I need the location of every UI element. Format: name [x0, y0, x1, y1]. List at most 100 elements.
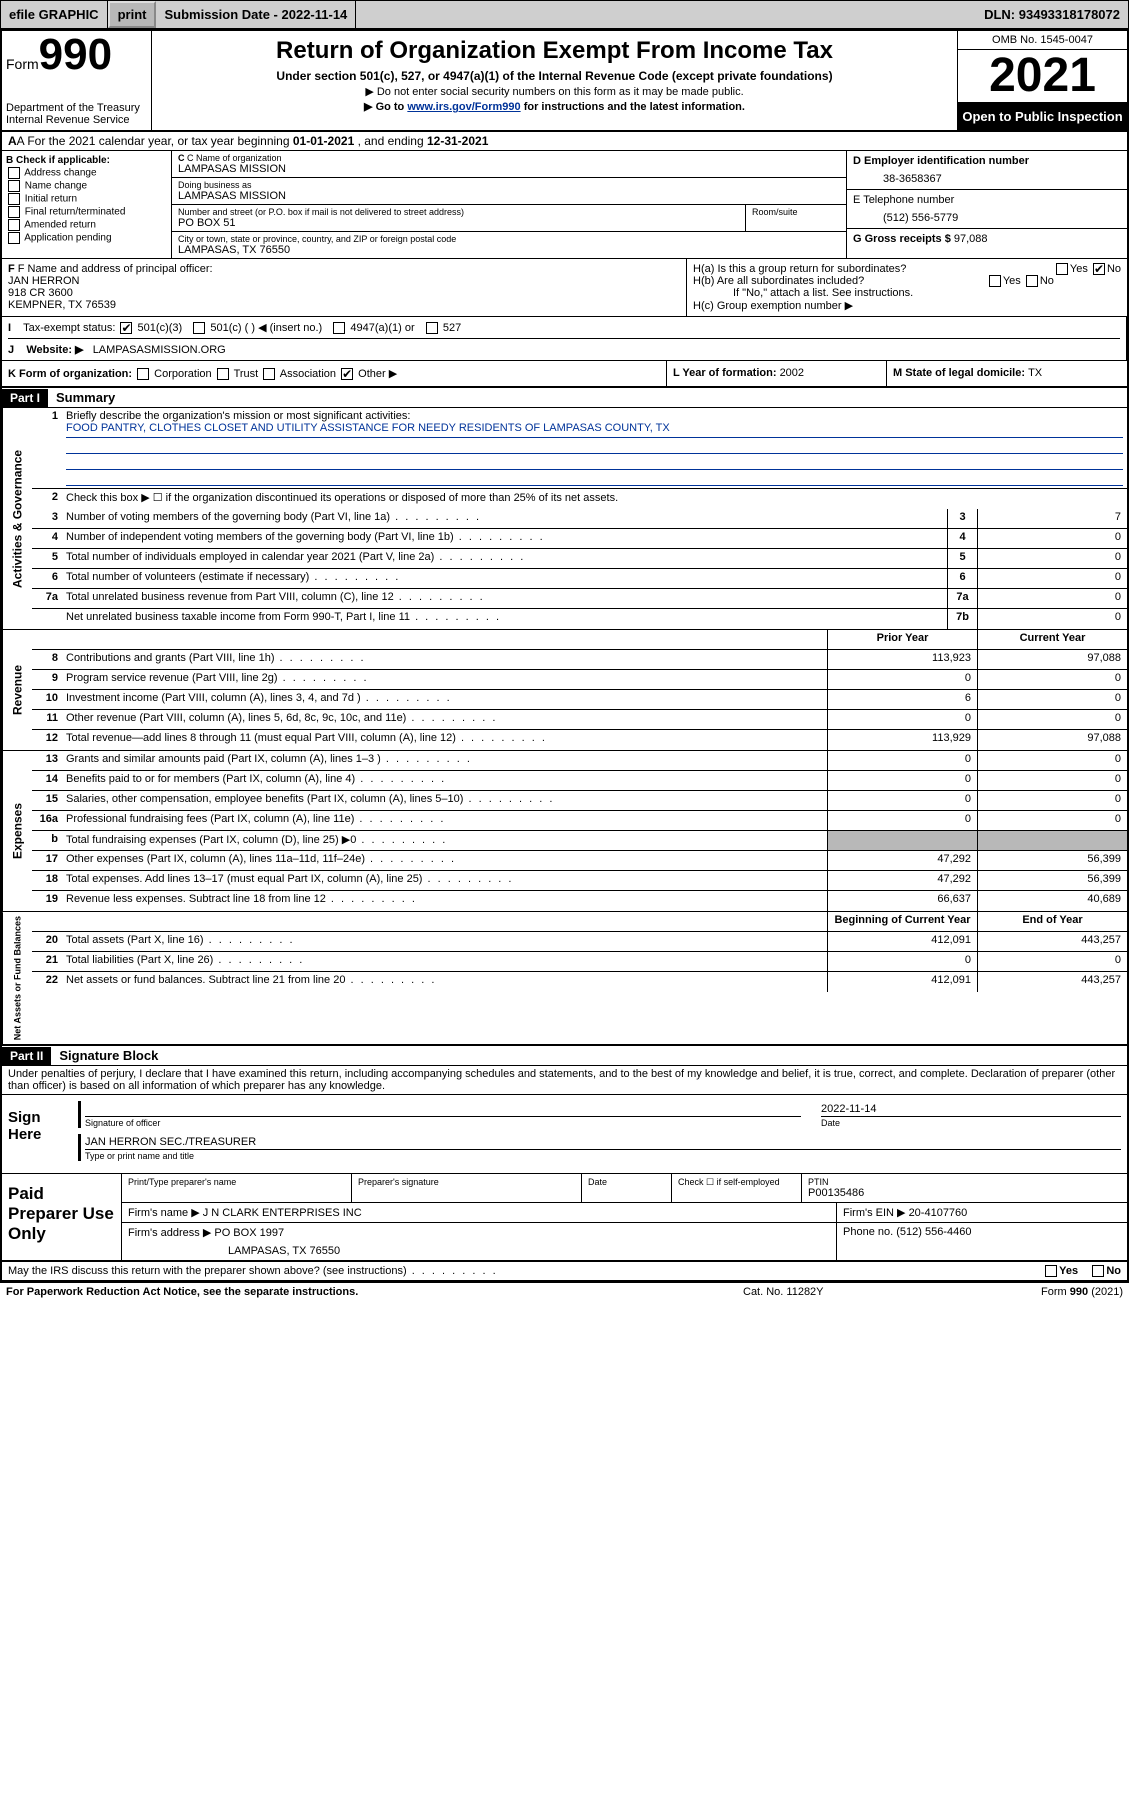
top-toolbar: efile GRAPHIC print Submission Date - 20…	[0, 0, 1129, 29]
side-governance: Activities & Governance	[2, 408, 32, 629]
cb-name-change[interactable]: Name change	[6, 180, 167, 192]
cb-other[interactable]	[341, 368, 353, 380]
form-subtitle: Under section 501(c), 527, or 4947(a)(1)…	[160, 69, 949, 83]
ein-label: D Employer identification number	[853, 155, 1121, 167]
mission-blank	[66, 438, 1123, 454]
h-a: H(a) Is this a group return for subordin…	[693, 263, 1121, 275]
ein-value: 38-3658367	[853, 167, 1121, 185]
street-label: Number and street (or P.O. box if mail i…	[178, 207, 739, 217]
paid-preparer: Paid Preparer Use Only Print/Type prepar…	[2, 1174, 1127, 1262]
cb-amended[interactable]: Amended return	[6, 219, 167, 231]
line-i: I Tax-exempt status: 501(c)(3) 501(c) ( …	[8, 321, 1120, 339]
col-c-org-info: C C Name of organization LAMPASAS MISSIO…	[172, 151, 847, 258]
officer-label: F F Name and address of principal office…	[8, 263, 680, 275]
page-footer: For Paperwork Reduction Act Notice, see …	[0, 1283, 1129, 1301]
h-c: H(c) Group exemption number ▶	[693, 299, 1121, 312]
summary-row: 7aTotal unrelated business revenue from …	[32, 589, 1127, 609]
summary-row: 6Total number of volunteers (estimate if…	[32, 569, 1127, 589]
cb-assoc[interactable]	[263, 368, 275, 380]
side-revenue: Revenue	[2, 630, 32, 750]
ptin-value: P00135486	[808, 1187, 1121, 1199]
cb-address-change[interactable]: Address change	[6, 167, 167, 179]
line-k: K Form of organization: Corporation Trus…	[2, 361, 667, 386]
col-begin: Beginning of Current Year	[827, 912, 977, 931]
omb-number: OMB No. 1545-0047	[958, 31, 1127, 50]
q2: Check this box ▶ ☐ if the organization d…	[62, 489, 1127, 509]
cb-4947[interactable]	[333, 322, 345, 334]
open-public-badge: Open to Public Inspection	[958, 103, 1127, 130]
form-rev: Form 990 (2021)	[943, 1286, 1123, 1298]
org-name-label: C C Name of organization	[178, 153, 840, 163]
mission-blank	[66, 454, 1123, 470]
prep-check[interactable]: Check ☐ if self-employed	[672, 1174, 802, 1202]
street-value: PO BOX 51	[178, 217, 739, 229]
section-k-l-m: K Form of organization: Corporation Trus…	[2, 361, 1127, 388]
summary-expenses: Expenses 13Grants and similar amounts pa…	[2, 751, 1127, 912]
irs-link[interactable]: www.irs.gov/Form990	[407, 101, 520, 113]
city-label: City or town, state or province, country…	[178, 234, 840, 244]
summary-row: 12Total revenue—add lines 8 through 11 (…	[32, 730, 1127, 750]
firm-name: Firm's name ▶ J N CLARK ENTERPRISES INC	[122, 1203, 837, 1222]
print-button[interactable]: print	[108, 1, 157, 28]
line-j: J Website: ▶ LAMPASASMISSION.ORG	[8, 343, 1120, 356]
ptin-label: PTIN	[808, 1177, 1121, 1187]
may-discuss: May the IRS discuss this return with the…	[2, 1262, 1127, 1281]
col-end: End of Year	[977, 912, 1127, 931]
form-number: Form990	[6, 35, 147, 75]
col-prior: Prior Year	[827, 630, 977, 649]
summary-row: 5Total number of individuals employed in…	[32, 549, 1127, 569]
sig-date-label: Date	[821, 1118, 1121, 1128]
summary-row: bTotal fundraising expenses (Part IX, co…	[32, 831, 1127, 851]
submission-date: Submission Date - 2022-11-14	[156, 1, 356, 28]
sig-officer-label: Signature of officer	[85, 1118, 801, 1128]
part1-header: Part ISummary	[2, 388, 1127, 408]
officer-city: KEMPNER, TX 76539	[8, 299, 680, 311]
summary-row: 13Grants and similar amounts paid (Part …	[32, 751, 1127, 771]
summary-revenue: Revenue Prior Year Current Year 8Contrib…	[2, 630, 1127, 751]
cb-final-return[interactable]: Final return/terminated	[6, 206, 167, 218]
cb-corp[interactable]	[137, 368, 149, 380]
may-yes[interactable]	[1045, 1265, 1057, 1277]
sig-name-label: Type or print name and title	[85, 1151, 1121, 1161]
summary-row: 20Total assets (Part X, line 16)412,0914…	[32, 932, 1127, 952]
line-l: L Year of formation: 2002	[667, 361, 887, 386]
section-f-h: F F Name and address of principal office…	[2, 259, 1127, 317]
summary-row: 10Investment income (Part VIII, column (…	[32, 690, 1127, 710]
h-b: H(b) Are all subordinates included? Yes …	[693, 275, 1121, 287]
cb-501c[interactable]	[193, 322, 205, 334]
side-expenses: Expenses	[2, 751, 32, 911]
cb-527[interactable]	[426, 322, 438, 334]
summary-row: 19Revenue less expenses. Subtract line 1…	[32, 891, 1127, 911]
summary-row: 17Other expenses (Part IX, column (A), l…	[32, 851, 1127, 871]
phone-label: E Telephone number	[853, 194, 1121, 206]
summary-row: 11Other revenue (Part VIII, column (A), …	[32, 710, 1127, 730]
cb-initial-return[interactable]: Initial return	[6, 193, 167, 205]
prep-name-hdr: Print/Type preparer's name	[122, 1174, 352, 1202]
section-b-to-g: B Check if applicable: Address change Na…	[2, 151, 1127, 259]
cb-trust[interactable]	[217, 368, 229, 380]
h-b-note: If "No," attach a list. See instructions…	[693, 287, 1121, 299]
sign-here-label: Sign Here	[2, 1095, 72, 1173]
summary-row: 16aProfessional fundraising fees (Part I…	[32, 811, 1127, 831]
cb-501c3[interactable]	[120, 322, 132, 334]
summary-netassets: Net Assets or Fund Balances Beginning of…	[2, 912, 1127, 1046]
side-netassets: Net Assets or Fund Balances	[2, 912, 32, 1044]
firm-phone: Phone no. (512) 556-4460	[837, 1223, 1127, 1260]
dept-label: Department of the Treasury Internal Reve…	[6, 102, 147, 126]
tax-year: 2021	[958, 50, 1127, 103]
col-b-checkboxes: B Check if applicable: Address change Na…	[2, 151, 172, 258]
summary-row: 3Number of voting members of the governi…	[32, 509, 1127, 529]
part2-header: Part IISignature Block	[2, 1046, 1127, 1066]
form-frame: Form990 Department of the Treasury Inter…	[0, 29, 1129, 1283]
may-no[interactable]	[1092, 1265, 1104, 1277]
officer-street: 918 CR 3600	[8, 287, 680, 299]
firm-address: Firm's address ▶ PO BOX 1997 LAMPASAS, T…	[122, 1223, 837, 1260]
penalties-text: Under penalties of perjury, I declare th…	[2, 1066, 1127, 1095]
summary-row: 8Contributions and grants (Part VIII, li…	[32, 650, 1127, 670]
sig-date: 2022-11-14	[821, 1103, 1121, 1117]
summary-row: 4Number of independent voting members of…	[32, 529, 1127, 549]
prep-sig-hdr: Preparer's signature	[352, 1174, 582, 1202]
col-defg: D Employer identification number 38-3658…	[847, 151, 1127, 258]
officer-signature-line[interactable]	[85, 1103, 801, 1117]
cb-app-pending[interactable]: Application pending	[6, 232, 167, 244]
